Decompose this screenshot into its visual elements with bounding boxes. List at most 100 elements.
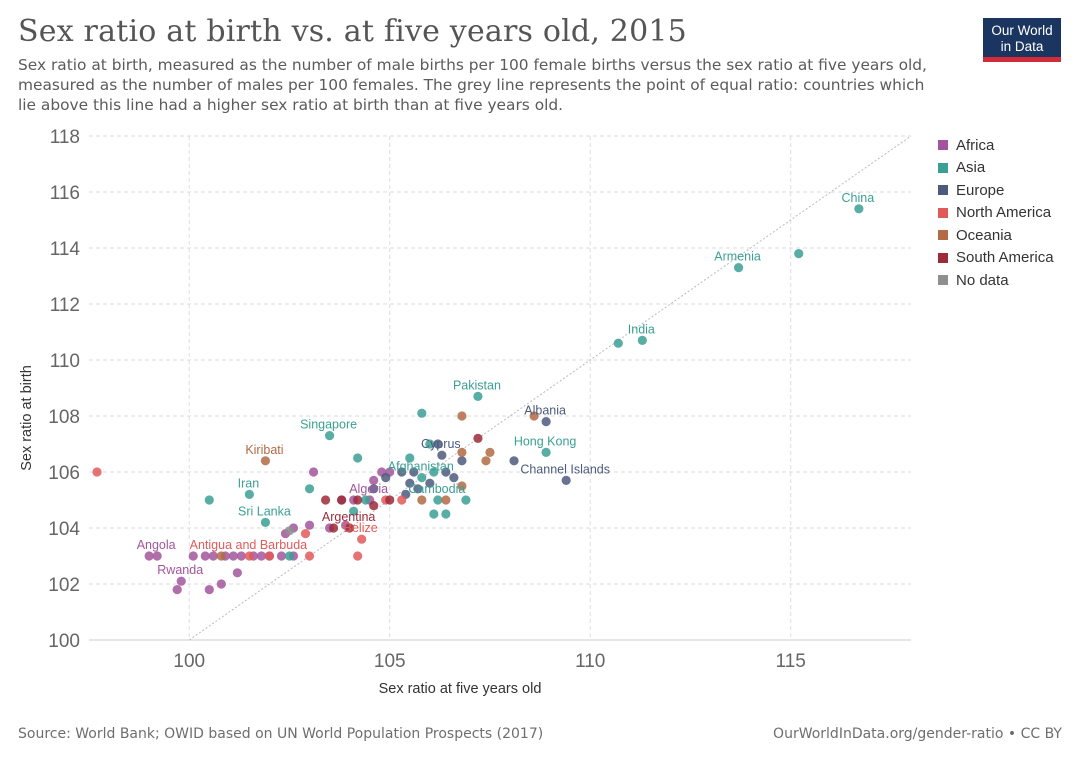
x-tick-label: 105 [374,651,406,672]
chart-subtitle: Sex ratio at birth, measured as the numb… [18,56,927,114]
data-point [369,475,379,485]
data-point [260,456,271,466]
legend-item[interactable]: Oceania [938,224,1054,247]
data-point [381,473,391,483]
data-point [236,551,246,561]
x-tick-label: 100 [173,651,205,672]
y-tick-label: 110 [50,351,80,372]
point-label: Armenia [714,250,761,264]
data-point [176,576,186,586]
data-point [304,551,315,561]
data-point [345,523,355,533]
data-point [232,568,242,578]
data-point [216,579,226,589]
data-point [385,495,395,505]
legend-label: North America [956,204,1052,222]
point-label: Singapore [300,418,357,432]
data-point [92,467,102,477]
data-point [417,495,427,505]
point-label: Cyprus [421,437,461,451]
data-point [509,456,519,466]
data-point [733,263,744,273]
data-point [794,249,804,259]
data-point [433,439,443,449]
data-point [441,467,451,477]
data-point [216,551,226,561]
point-label: Antigua and Barbuda [190,538,308,552]
data-point [353,495,363,505]
data-point [541,417,551,427]
data-point [244,551,254,561]
data-point [337,495,347,505]
legend-item[interactable]: South America [938,247,1054,270]
data-point [284,551,295,561]
logo-line-1: Our World [991,23,1053,38]
data-point [529,411,539,421]
data-point [437,450,447,460]
data-point [417,408,427,418]
point-label: Iran [238,476,260,490]
data-point [320,495,331,505]
data-point [144,551,154,561]
owid-logo[interactable]: Our World in Data [983,18,1061,62]
data-point [429,467,439,477]
data-point [228,551,238,561]
point-label: Hong Kong [514,434,577,448]
chart-legend: Africa Asia Europe North America Oceania Sout… [938,134,1054,292]
data-point [284,526,295,536]
legend-label: Asia [956,159,986,177]
data-point [409,467,419,477]
data-point [369,484,379,494]
legend-label: South America [956,249,1054,267]
legend-swatch [938,207,948,218]
y-tick-label: 102 [48,575,80,596]
data-point [397,495,407,505]
logo-line-2: in Data [1000,39,1044,54]
source-note: Source: World Bank; OWID based on UN Wor… [18,726,544,742]
data-point [457,447,467,457]
data-point [613,338,623,348]
y-tick-label: 104 [48,519,80,540]
legend-swatch [938,252,948,263]
legend-label: No data [956,271,1009,289]
data-point [473,433,483,443]
data-point [485,447,495,457]
y-tick-label: 106 [48,463,80,484]
data-point [208,551,218,561]
data-point [357,534,367,544]
data-point [172,585,182,595]
data-point [324,431,335,441]
legend-item[interactable]: Asia [938,157,1054,180]
data-point [637,335,647,345]
data-point [429,509,439,519]
legend-item[interactable]: Europe [938,179,1054,202]
data-point [256,551,267,561]
legend-swatch [938,185,948,196]
legend-swatch [938,275,948,286]
x-axis-label: Sex ratio at five years old [379,681,542,697]
data-point [449,473,459,483]
legend-item[interactable]: No data [938,269,1054,292]
legend-item[interactable]: North America [938,202,1054,225]
point-label: Argentina [322,510,376,524]
data-point [413,484,423,494]
data-point [353,453,363,463]
point-label: Channel Islands [520,462,610,476]
data-point [481,456,491,466]
data-point [441,509,451,519]
legend-label: Africa [956,136,995,154]
data-point [276,551,287,561]
x-tick-label: 115 [776,651,806,672]
legend-item[interactable]: Africa [938,134,1054,157]
data-point [188,551,198,561]
data-point [541,447,551,457]
point-label: Pakistan [453,378,501,392]
point-label: Kiribati [245,443,283,457]
y-tick-label: 116 [50,183,80,204]
point-label: Albania [524,404,566,418]
y-tick-label: 100 [48,631,80,652]
license-link[interactable]: OurWorldInData.org/gender-ratio • CC BY [773,726,1062,742]
y-tick-label: 108 [48,407,80,428]
equal-ratio-line [188,135,912,641]
y-axis-label: Sex ratio at birth [19,365,35,471]
